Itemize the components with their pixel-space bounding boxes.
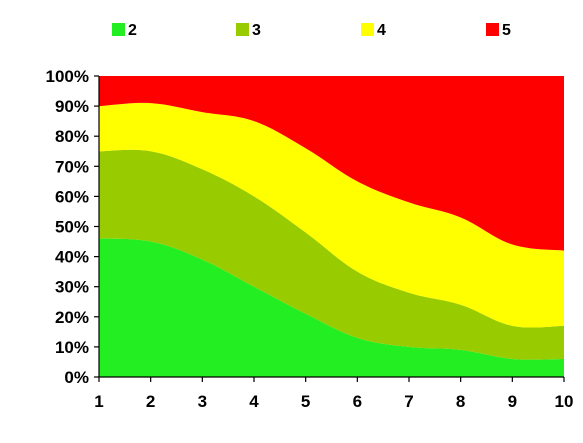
legend-swatch-5 [486,23,499,36]
y-tick-label: 0% [64,368,89,387]
series-area-5 [99,76,564,251]
legend-label-3: 3 [252,22,261,39]
plot-area [99,76,564,377]
x-tick-label: 8 [456,392,465,411]
legend-swatch-3 [236,23,249,36]
legend-swatch-2 [112,23,125,36]
x-tick-label: 7 [404,392,413,411]
legend-label-2: 2 [128,22,137,39]
legend-swatch-4 [361,23,374,36]
x-tick-label: 9 [508,392,517,411]
x-tick-label: 4 [249,392,259,411]
legend-label-5: 5 [502,22,511,39]
y-tick-label: 30% [55,278,89,297]
series-area-3 [99,149,564,360]
y-tick-label: 90% [55,97,89,116]
axes: 0% 10% 20% 30% 40% 50% 60% 70% 80% 90% 100% 1 2 3 4 5 6 7… [46,67,574,411]
x-tick-label: 10 [555,392,574,411]
x-tick-label: 3 [198,392,207,411]
y-tick-label: 80% [55,127,89,146]
y-tick-label: 50% [55,218,89,237]
y-tick-label: 100% [46,67,89,86]
legend-label-4: 4 [377,22,386,39]
legend: 2 3 4 5 [112,22,511,39]
x-tick-label: 6 [353,392,362,411]
series-area-2 [99,238,564,377]
x-tick-label: 5 [301,392,310,411]
series-area-4 [99,102,564,328]
y-tick-label: 40% [55,248,89,267]
y-tick-label: 60% [55,187,89,206]
y-tick-label: 20% [55,308,89,327]
x-tick-label: 1 [94,392,103,411]
y-tick-label: 10% [55,338,89,357]
x-tick-label: 2 [146,392,155,411]
y-tick-label: 70% [55,157,89,176]
